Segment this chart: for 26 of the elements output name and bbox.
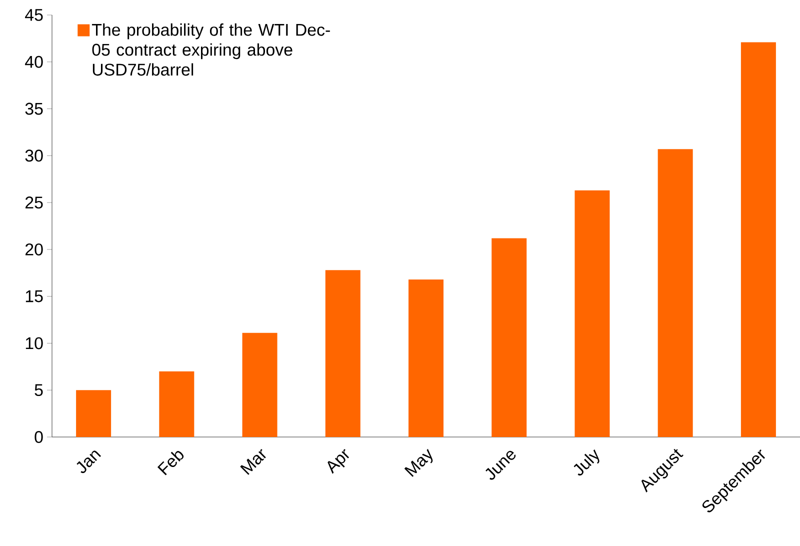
y-tick-label: 35 <box>25 102 43 115</box>
y-tick-label: 20 <box>26 243 43 256</box>
bar <box>658 149 693 437</box>
y-tick-label: 0 <box>34 431 43 443</box>
legend-label: The probability of the WTI Dec-05 contract expiring above USD75/barrel <box>92 23 330 76</box>
x-tick-label: Mar <box>240 449 266 475</box>
y-tick-label: 15 <box>26 290 43 302</box>
bar <box>159 371 194 437</box>
x-tick-label: Jan <box>76 450 102 474</box>
y-tick-label: 45 <box>25 9 43 21</box>
bar <box>242 332 278 437</box>
y-tick-label: 30 <box>25 150 43 162</box>
y-tick-label: 10 <box>26 337 43 350</box>
bar <box>740 42 776 437</box>
y-tick-label: 40 <box>25 56 43 68</box>
y-tick-label: 25 <box>26 196 43 209</box>
x-tick-label: Feb <box>157 451 184 476</box>
x-tick-label: May <box>404 448 433 477</box>
x-tick-label: July <box>574 449 600 476</box>
bar <box>574 190 610 437</box>
bar <box>492 238 527 437</box>
x-tick-label: Apr <box>328 449 350 474</box>
bar <box>408 279 444 437</box>
bar <box>76 390 112 437</box>
bar <box>325 270 360 437</box>
y-tick-label: 5 <box>34 384 43 396</box>
